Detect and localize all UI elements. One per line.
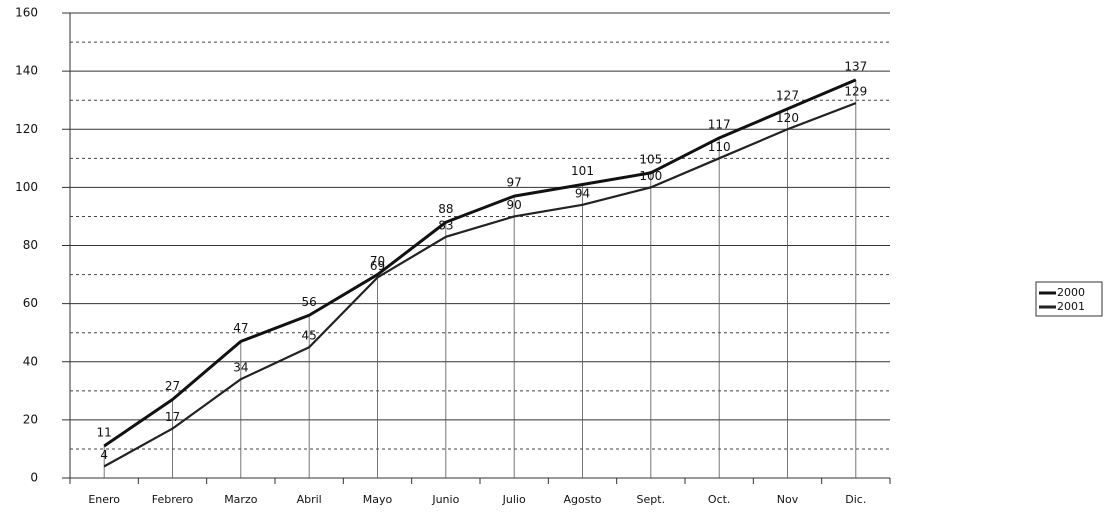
data-label: 27 bbox=[165, 379, 180, 393]
data-label: 70 bbox=[370, 254, 385, 268]
data-label: 129 bbox=[844, 85, 867, 99]
x-tick-label: Sept. bbox=[637, 493, 666, 506]
series-line bbox=[103, 78, 857, 448]
data-label: 117 bbox=[708, 117, 731, 131]
x-tick-label: Dic. bbox=[845, 493, 866, 506]
y-tick-label: 60 bbox=[23, 296, 38, 310]
x-tick-label: Junio bbox=[431, 493, 459, 506]
data-label: 100 bbox=[639, 169, 662, 183]
data-label: 83 bbox=[438, 218, 453, 232]
y-tick-label: 140 bbox=[15, 64, 38, 78]
y-tick-label: 160 bbox=[15, 6, 38, 20]
y-tick-label: 40 bbox=[23, 354, 38, 368]
data-label: 56 bbox=[302, 295, 317, 309]
x-tick-label: Enero bbox=[88, 493, 120, 506]
series-line bbox=[103, 102, 857, 468]
data-label: 90 bbox=[507, 198, 522, 212]
y-tick-label: 0 bbox=[30, 471, 38, 485]
data-label: 45 bbox=[302, 329, 317, 343]
x-tick-label: Marzo bbox=[224, 493, 258, 506]
x-tick-label: Julio bbox=[502, 493, 526, 506]
x-tick-label: Abril bbox=[297, 493, 322, 506]
x-tick-label: Mayo bbox=[363, 493, 393, 506]
x-tick-label: Febrero bbox=[152, 493, 194, 506]
data-label: 137 bbox=[844, 59, 867, 73]
data-label: 101 bbox=[571, 164, 594, 178]
data-label: 69 bbox=[370, 259, 385, 273]
legend-label: 2000 bbox=[1057, 286, 1085, 299]
data-label: 110 bbox=[708, 140, 731, 154]
data-label: 47 bbox=[233, 321, 248, 335]
legend-box bbox=[1035, 281, 1103, 317]
data-label: 88 bbox=[438, 202, 453, 216]
x-tick-label: Nov bbox=[777, 493, 799, 506]
data-label: 127 bbox=[776, 88, 799, 102]
data-label: 105 bbox=[639, 152, 662, 166]
data-label: 94 bbox=[575, 186, 590, 200]
data-label: 120 bbox=[776, 111, 799, 125]
data-label: 4 bbox=[100, 448, 108, 462]
data-label: 97 bbox=[507, 176, 522, 190]
x-tick-label: Agosto bbox=[563, 493, 601, 506]
data-label: 17 bbox=[165, 410, 180, 424]
y-tick-label: 100 bbox=[15, 180, 38, 194]
data-label: 11 bbox=[97, 426, 112, 440]
y-tick-label: 120 bbox=[15, 122, 38, 136]
data-label: 34 bbox=[233, 361, 248, 375]
y-tick-label: 20 bbox=[23, 412, 38, 426]
legend-label: 2001 bbox=[1057, 300, 1085, 313]
y-tick-label: 80 bbox=[23, 238, 38, 252]
x-tick-label: Oct. bbox=[708, 493, 731, 506]
